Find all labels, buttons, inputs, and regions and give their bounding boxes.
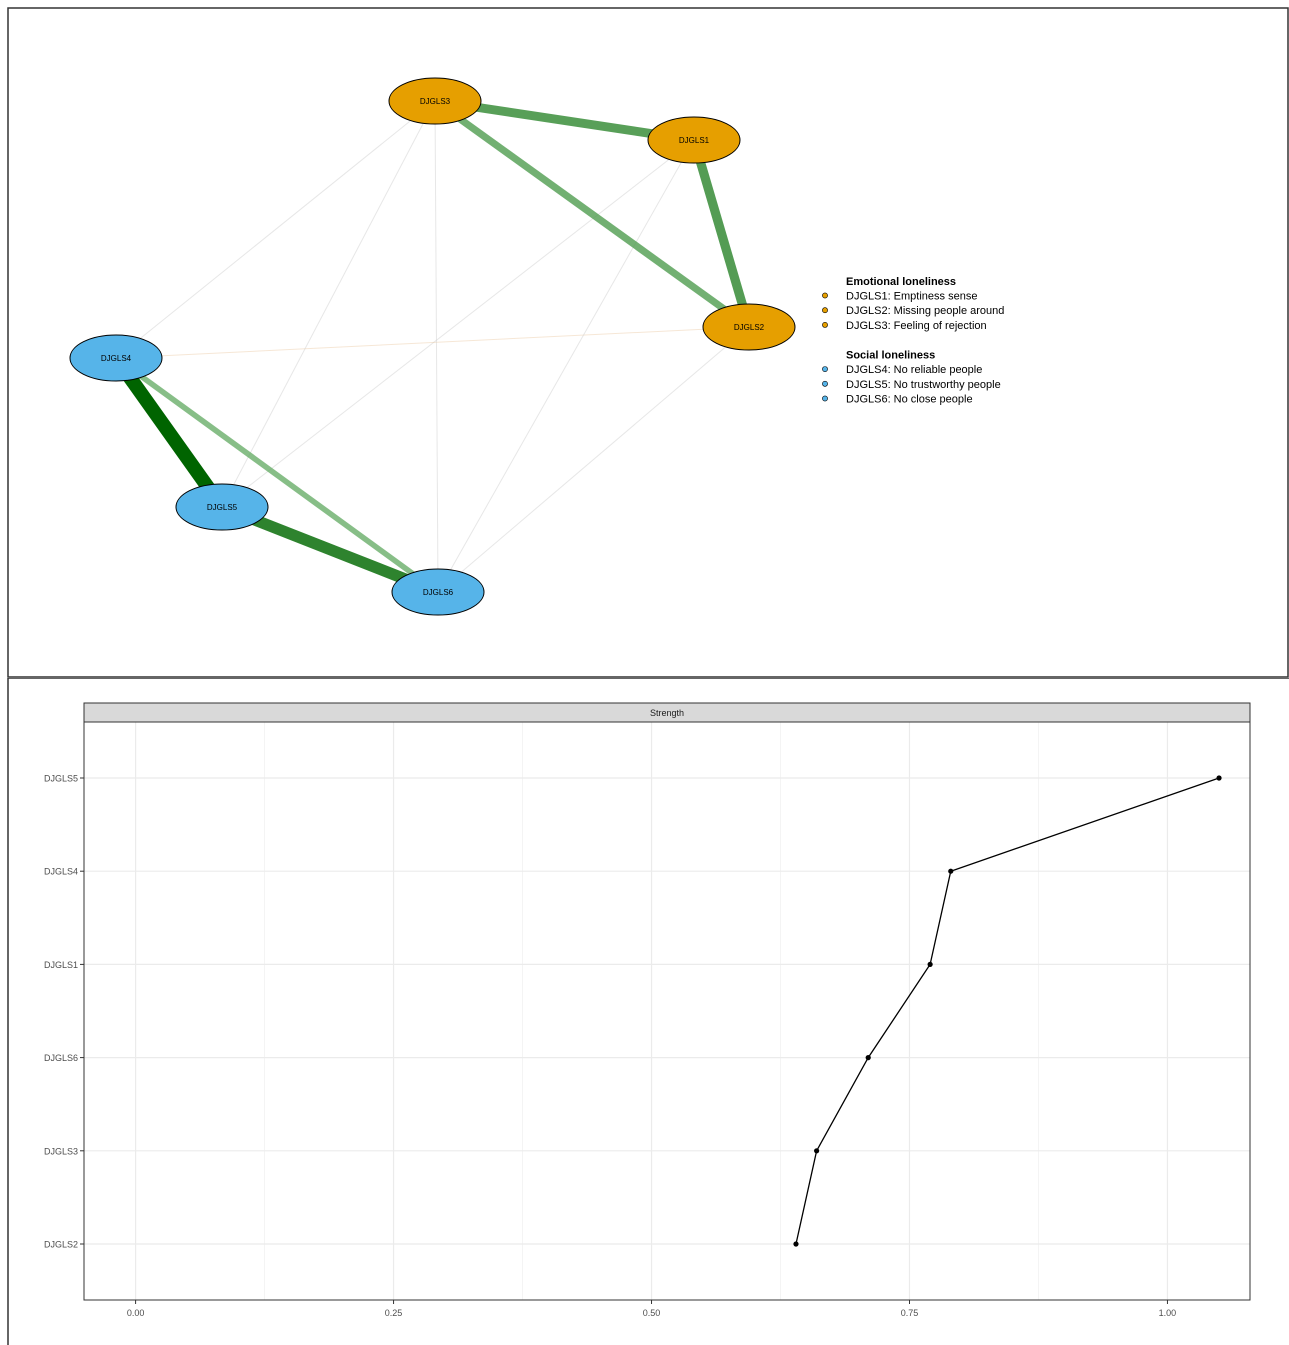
edge-djgls1-djgls5 (221, 139, 695, 508)
node-djgls5: DJGLS5 (175, 483, 269, 531)
y-tick-label-djgls2: DJGLS2 (44, 1240, 78, 1250)
node-label-djgls4: DJGLS4 (101, 354, 132, 363)
node-ellipse-djgls3 (388, 77, 482, 125)
strength-line (795, 777, 1220, 1245)
x-tick-label-0-75: 0.75 (901, 1308, 919, 1318)
legend-item-djgls5: DJGLS5: No trustworthy people (846, 379, 1001, 391)
node-djgls3: DJGLS3 (388, 77, 482, 125)
edge-djgls2-djgls3 (432, 98, 752, 330)
legend-key (822, 366, 828, 372)
node-djgls4: DJGLS4 (69, 334, 163, 382)
edge-djgls4-djgls6 (114, 355, 440, 595)
edge-djgls3-djgls6 (434, 100, 439, 593)
legend-key (822, 292, 828, 299)
node-ellipse-djgls2 (702, 303, 796, 351)
strength-point-djgls1 (927, 961, 933, 967)
x-tick-label-0-00: 0.00 (127, 1308, 145, 1318)
edge-djgls2-djgls4 (115, 326, 750, 359)
legend-item-djgls2: DJGLS2: Missing people around (846, 305, 1004, 317)
legend-item-djgls3: DJGLS3: Feeling of rejection (846, 320, 987, 332)
network-plot: DJGLS1 DJGLS2 DJGLS3 DJGLS4 DJGLS5 DJGLS6 Emo… (7, 7, 1289, 678)
node-label-djgls6: DJGLS6 (423, 588, 454, 597)
strength-point-djgls5 (1216, 775, 1222, 781)
edge-djgls4-djgls5 (110, 353, 228, 512)
legend-item-djgls1: DJGLS1: Emptiness sense (846, 291, 977, 303)
edge-djgls1-djgls2 (689, 138, 754, 329)
y-tick-label-djgls3: DJGLS3 (44, 1146, 78, 1156)
y-tick-label-djgls4: DJGLS4 (44, 867, 78, 877)
strip-label-strength: Strength (650, 708, 684, 718)
legend-title-emotional-loneliness: Emotional loneliness (846, 276, 956, 288)
legend-key (822, 380, 828, 387)
legend-item-djgls6: DJGLS6: No close people (846, 394, 973, 406)
node-djgls6: DJGLS6 (391, 568, 485, 616)
node-djgls1: DJGLS1 (647, 116, 741, 164)
edge-djgls3-djgls5 (221, 100, 436, 508)
legend-item-djgls4: DJGLS4: No reliable people (846, 364, 982, 376)
node-label-djgls5: DJGLS5 (207, 503, 238, 512)
node-label-djgls1: DJGLS1 (679, 136, 710, 145)
strength-plot: Strength 0.00 0.25 0.50 0.75 1.00 DJGLS5 DJGLS… (7, 678, 1289, 1345)
panel-border (83, 721, 1251, 1301)
node-ellipse-djgls1 (647, 116, 741, 164)
node-label-djgls2: DJGLS2 (734, 323, 765, 332)
edge-djgls3-djgls4 (115, 100, 436, 359)
y-tick-label-djgls6: DJGLS6 (44, 1053, 78, 1063)
legend-key (822, 307, 828, 314)
node-label-djgls3: DJGLS3 (420, 97, 451, 106)
edge-djgls2-djgls6 (437, 326, 750, 593)
x-tick-label-0-50: 0.50 (643, 1308, 661, 1318)
y-tick-label-djgls1: DJGLS1 (44, 960, 78, 970)
strength-point-djgls3 (814, 1148, 820, 1154)
node-ellipse-djgls5 (175, 483, 269, 531)
node-djgls2: DJGLS2 (702, 303, 796, 351)
edge-djgls1-djgls6 (437, 139, 695, 593)
x-tick-label-0-25: 0.25 (385, 1308, 403, 1318)
node-ellipse-djgls6 (391, 568, 485, 616)
y-tick-label-djgls5: DJGLS5 (44, 774, 78, 784)
legend-key (822, 395, 828, 402)
strength-point-djgls4 (948, 868, 954, 874)
node-ellipse-djgls4 (69, 334, 163, 382)
legend-key (822, 321, 828, 328)
x-tick-label-1-00: 1.00 (1159, 1308, 1177, 1318)
strength-point-djgls2 (793, 1241, 799, 1247)
strength-point-djgls6 (865, 1055, 871, 1061)
legend-title-social-loneliness: Social loneliness (846, 350, 935, 362)
